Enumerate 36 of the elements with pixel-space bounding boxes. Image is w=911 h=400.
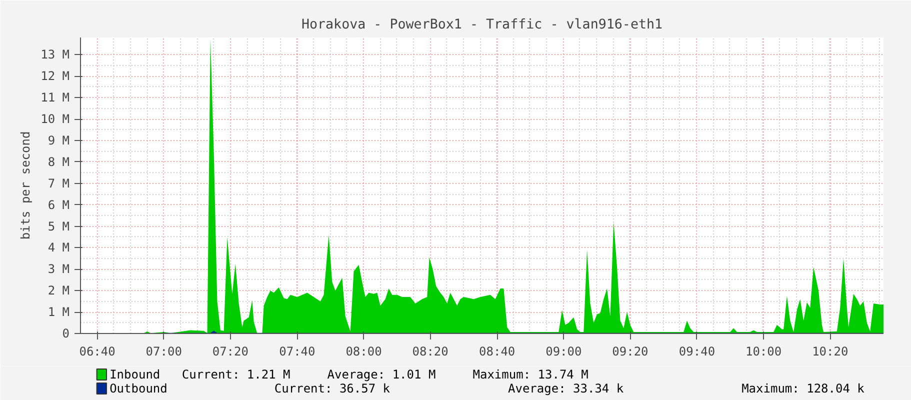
x-tick-label: 08:20 — [412, 344, 448, 358]
x-tick-label: 09:20 — [612, 344, 648, 358]
text: Maximum: 13.74 M — [472, 368, 588, 382]
legend-label: Outbound — [110, 382, 168, 396]
y-tick-label: 1 M — [48, 305, 70, 320]
y-tick-label: 6 M — [48, 198, 70, 212]
x-tick-label: 10:20 — [812, 344, 848, 358]
text: Current: 36.57 k — [274, 382, 391, 396]
text: Maximum: 128.04 k — [742, 382, 866, 396]
y-tick-label: 3 M — [48, 262, 70, 276]
y-tick-label: 4 M — [48, 240, 70, 255]
y-tick-label: 9 M — [48, 133, 70, 148]
y-tick-label: 10 M — [40, 112, 70, 126]
y-tick-label: 8 M — [48, 154, 70, 169]
y-tick-label: 13 M — [40, 48, 70, 62]
y-axis-title: bits per second — [18, 131, 33, 240]
text: Average: 33.34 k — [508, 382, 624, 396]
x-tick-label: 08:00 — [346, 344, 382, 358]
y-tick-label: 5 M — [48, 219, 70, 234]
x-tick-label: 07:20 — [212, 344, 248, 358]
x-tick-label: 10:00 — [746, 344, 782, 358]
y-tick-label: 2 M — [48, 284, 70, 298]
x-tick-label: 08:40 — [479, 344, 516, 358]
text: Current: 1.21 M — [182, 368, 290, 382]
x-tick-label: 07:40 — [279, 344, 316, 358]
x-tick-label: 07:00 — [146, 344, 182, 358]
legend-label: Inbound — [110, 368, 160, 382]
y-tick-label: 11 M — [40, 90, 70, 105]
chart-title: Horakova - PowerBox1 - Traffic - vlan916-eth1 — [301, 18, 663, 32]
y-tick-label: 12 M — [40, 69, 70, 84]
x-tick-label: 09:00 — [546, 344, 582, 358]
text: Average: 1.01 M — [327, 368, 436, 382]
x-tick-label: 06:40 — [79, 344, 116, 358]
y-tick-label: 0 — [62, 326, 70, 340]
y-tick-label: 7 M — [48, 176, 70, 190]
x-tick-label: 09:40 — [678, 344, 716, 358]
